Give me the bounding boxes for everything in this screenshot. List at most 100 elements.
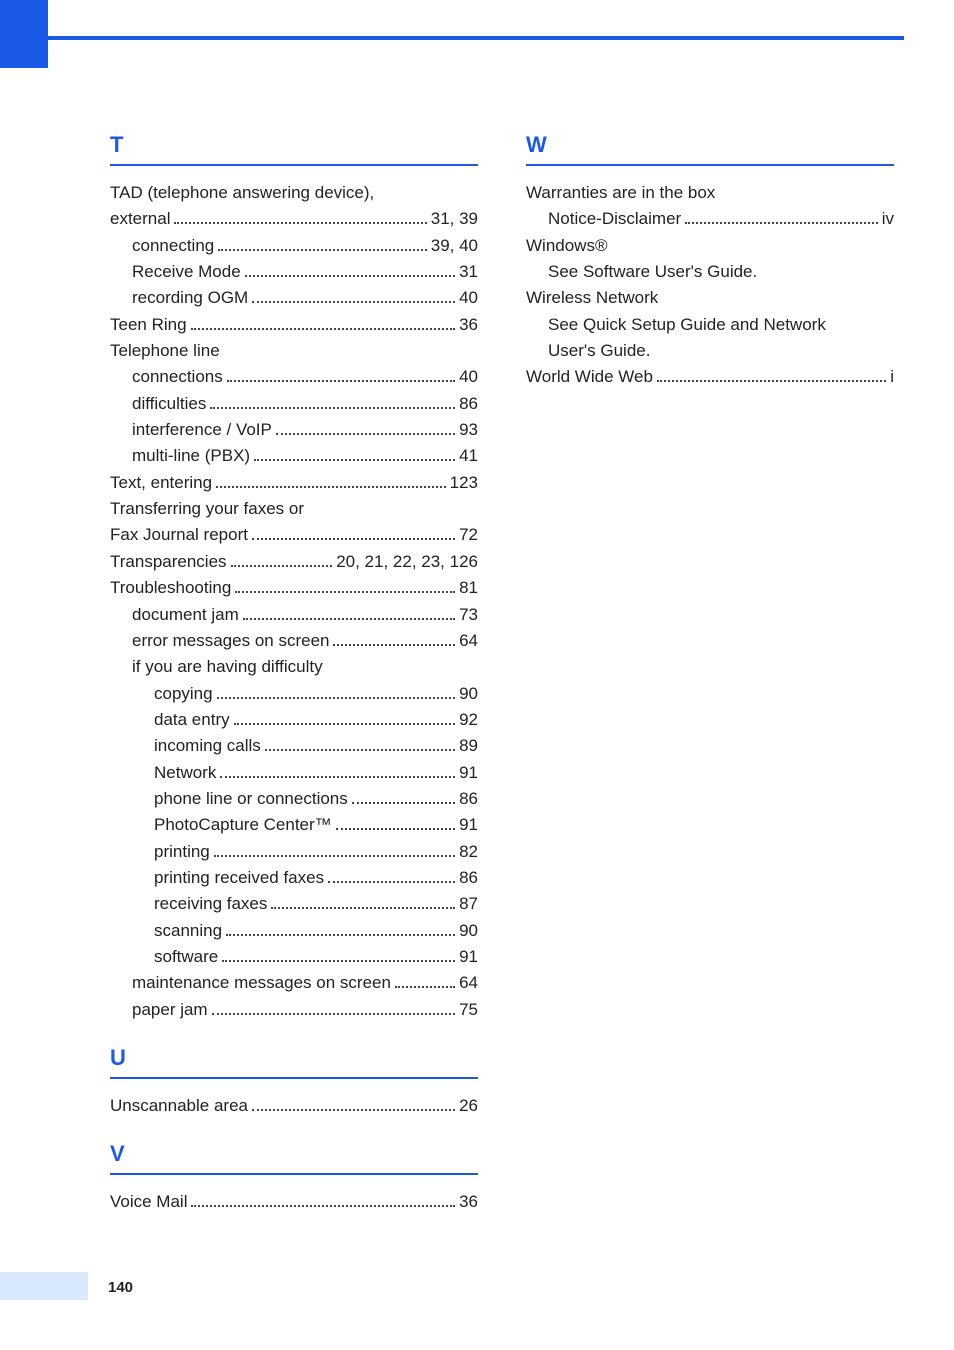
- index-entry: Warranties are in the box: [526, 180, 894, 206]
- leader-dots: [234, 711, 455, 725]
- leader-dots: [719, 184, 890, 198]
- page-number: 140: [108, 1279, 133, 1296]
- index-pages: 31: [459, 259, 478, 285]
- index-pages: iv: [882, 206, 894, 232]
- index-pages: i: [890, 364, 894, 390]
- index-label: See Software User's Guide.: [548, 259, 757, 285]
- index-entry: phone line or connections86: [110, 786, 478, 812]
- index-pages: 75: [459, 997, 478, 1023]
- index-label: Unscannable area: [110, 1093, 248, 1119]
- index-label: data entry: [154, 707, 230, 733]
- index-label: scanning: [154, 918, 222, 944]
- index-label: paper jam: [132, 997, 208, 1023]
- index-columns: TTAD (telephone answering device),extern…: [110, 132, 894, 1216]
- index-entry: error messages on screen64: [110, 628, 478, 654]
- index-entry: multi-line (PBX)41: [110, 443, 478, 469]
- footer-tab: [0, 1272, 88, 1300]
- index-pages: 20, 21, 22, 23, 126: [336, 549, 478, 575]
- index-entry: copying90: [110, 681, 478, 707]
- index-label: software: [154, 944, 218, 970]
- leader-dots: [254, 448, 455, 462]
- index-pages: 86: [459, 865, 478, 891]
- index-entry: Voice Mail36: [110, 1189, 478, 1215]
- index-pages: 40: [459, 285, 478, 311]
- index-entry: connections 40: [110, 364, 478, 390]
- index-entry: Network91: [110, 760, 478, 786]
- index-entry: printing82: [110, 839, 478, 865]
- index-entry: external31, 39: [110, 206, 478, 232]
- index-entry: Telephone line: [110, 338, 478, 364]
- index-label: Network: [154, 760, 216, 786]
- index-entry: Notice-Disclaimeriv: [526, 206, 894, 232]
- leader-dots: [830, 316, 890, 330]
- leader-dots: [276, 422, 455, 436]
- leader-dots: [222, 948, 455, 962]
- index-label: Transparencies: [110, 549, 227, 575]
- index-pages: 86: [459, 786, 478, 812]
- index-pages: 93: [459, 417, 478, 443]
- index-label: connections: [132, 364, 223, 390]
- index-label: incoming calls: [154, 733, 261, 759]
- index-pages: 41: [459, 443, 478, 469]
- index-label: printing received faxes: [154, 865, 324, 891]
- index-pages: 73: [459, 602, 478, 628]
- leader-dots: [243, 606, 455, 620]
- index-pages: 91: [459, 812, 478, 838]
- index-entry: difficulties86: [110, 391, 478, 417]
- index-pages: 92: [459, 707, 478, 733]
- index-label: World Wide Web: [526, 364, 653, 390]
- index-entry: Receive Mode 31: [110, 259, 478, 285]
- index-label: external: [110, 206, 170, 232]
- index-label: Fax Journal report: [110, 522, 248, 548]
- leader-dots: [227, 369, 455, 383]
- index-entry: Transparencies 20, 21, 22, 23, 126: [110, 549, 478, 575]
- index-pages: 91: [459, 944, 478, 970]
- index-entry: connecting39, 40: [110, 233, 478, 259]
- leader-dots: [271, 896, 455, 910]
- index-label: maintenance messages on screen: [132, 970, 391, 996]
- leader-dots: [336, 817, 455, 831]
- leader-dots: [252, 290, 455, 304]
- leader-dots: [214, 843, 455, 857]
- leader-dots: [657, 369, 886, 383]
- index-entry: interference / VoIP93: [110, 417, 478, 443]
- leader-dots: [174, 211, 426, 225]
- index-entry: Windows®: [526, 233, 894, 259]
- index-entry: See Quick Setup Guide and Network: [526, 312, 894, 338]
- index-pages: 89: [459, 733, 478, 759]
- index-label: difficulties: [132, 391, 206, 417]
- index-entry: incoming calls 89: [110, 733, 478, 759]
- index-pages: 40: [459, 364, 478, 390]
- section-letter: V: [110, 1141, 478, 1167]
- leader-dots: [662, 290, 890, 304]
- leader-dots: [191, 316, 456, 330]
- index-entry: Teen Ring36: [110, 312, 478, 338]
- top-rule: [48, 36, 904, 40]
- index-entry: if you are having difficulty: [110, 654, 478, 680]
- leader-dots: [395, 975, 455, 989]
- index-label: Windows®: [526, 233, 608, 259]
- index-entry: Fax Journal report72: [110, 522, 478, 548]
- index-entry: maintenance messages on screen 64: [110, 970, 478, 996]
- index-entry: data entry 92: [110, 707, 478, 733]
- index-label: TAD (telephone answering device),: [110, 180, 374, 206]
- leader-dots: [352, 790, 455, 804]
- index-entry: Unscannable area26: [110, 1093, 478, 1119]
- index-entry: See Software User's Guide.: [526, 259, 894, 285]
- index-entry: document jam73: [110, 602, 478, 628]
- index-label: receiving faxes: [154, 891, 267, 917]
- leader-dots: [654, 342, 890, 356]
- index-label: Receive Mode: [132, 259, 241, 285]
- leader-dots: [685, 211, 878, 225]
- index-entry: recording OGM 40: [110, 285, 478, 311]
- leader-dots: [217, 685, 455, 699]
- index-label: Telephone line: [110, 338, 220, 364]
- index-pages: 64: [459, 970, 478, 996]
- left-column: TTAD (telephone answering device),extern…: [110, 132, 478, 1216]
- section-letter: W: [526, 132, 894, 158]
- index-entry: paper jam 75: [110, 997, 478, 1023]
- leader-dots: [210, 395, 455, 409]
- leader-dots: [612, 237, 891, 251]
- index-label: Troubleshooting: [110, 575, 231, 601]
- index-label: recording OGM: [132, 285, 248, 311]
